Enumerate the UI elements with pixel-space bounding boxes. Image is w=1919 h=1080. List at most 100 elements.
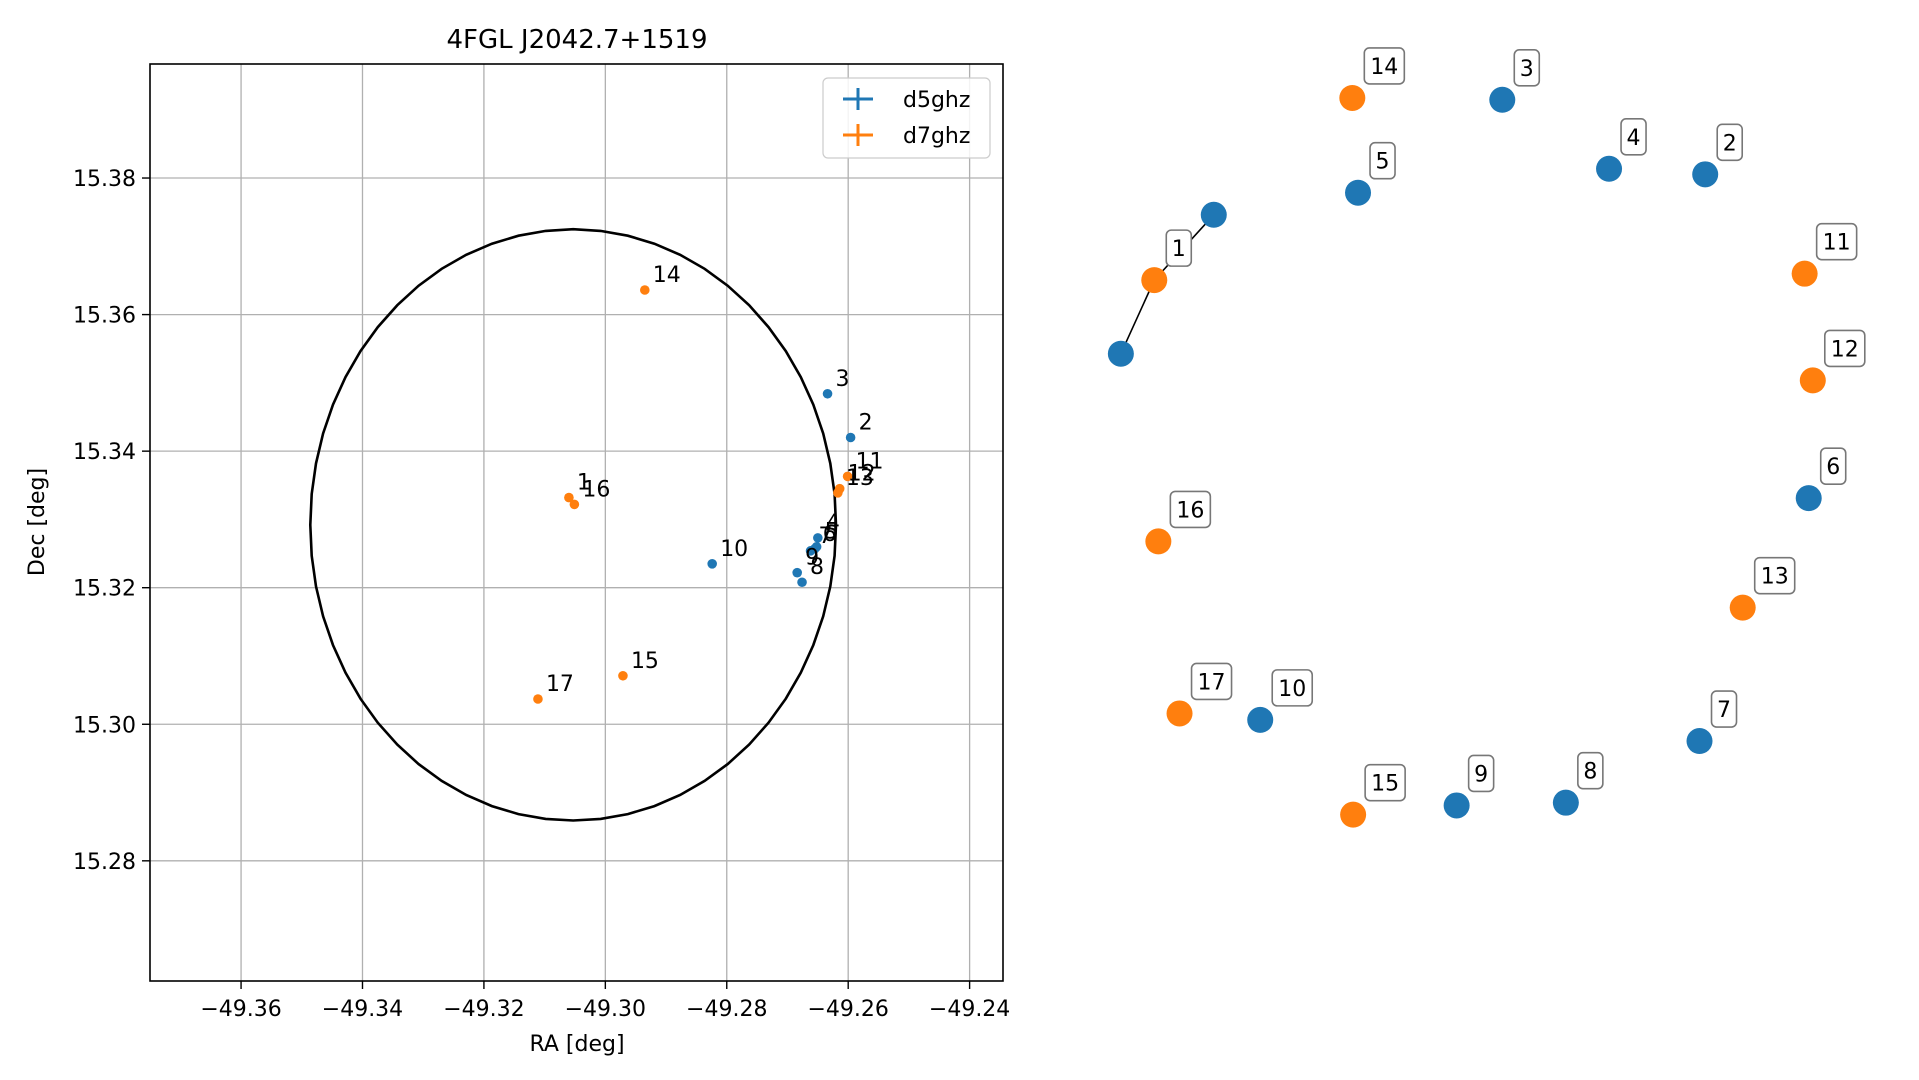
map-label-box-4 xyxy=(1620,118,1647,156)
point-d7ghz-13 xyxy=(833,487,843,498)
grid xyxy=(150,64,1003,981)
x-axis-ticks: −49.36 −49.34 −49.32 −49.30 −49.28 −49.26 −49.… xyxy=(200,981,1010,1022)
legend-entry-d5ghz: d5ghz xyxy=(843,88,970,113)
map-label-17: 17 xyxy=(1198,670,1226,695)
x-tick-label: −49.34 xyxy=(322,997,403,1022)
map-marker-16 xyxy=(1145,528,1172,555)
point-d5ghz-4 xyxy=(813,533,823,543)
map-label-box-1 xyxy=(1165,229,1193,267)
radio-source-scatter-chart: 4FGL J2042.7+1519 2345678910111121314151… xyxy=(25,25,1010,1057)
map-marker-unlabeled xyxy=(1200,201,1227,228)
map-label-box-7 xyxy=(1710,690,1738,728)
map-label-8: 8 xyxy=(1583,760,1597,785)
map-marker-2 xyxy=(1692,161,1719,188)
point-d5ghz-10 xyxy=(707,559,717,569)
point-label-16: 16 xyxy=(582,477,610,502)
map-marker-14 xyxy=(1339,84,1366,111)
point-d5ghz-3 xyxy=(822,388,833,399)
legend: d5ghz d7ghz xyxy=(822,77,991,159)
y-tick-label: 15.28 xyxy=(73,850,136,875)
map-label-14: 14 xyxy=(1370,55,1398,80)
map-marker-6 xyxy=(1795,485,1822,512)
map-label-10: 10 xyxy=(1278,677,1306,702)
point-d7ghz-15 xyxy=(618,670,628,681)
x-tick-label: −49.36 xyxy=(200,997,281,1022)
point-label-14: 14 xyxy=(653,263,681,288)
map-label-13: 13 xyxy=(1761,565,1789,590)
x-axis-title: RA [deg] xyxy=(529,1032,624,1057)
map-marker-10 xyxy=(1247,706,1274,733)
legend-label-d7ghz: d7ghz xyxy=(903,124,970,149)
map-label-5: 5 xyxy=(1376,150,1390,175)
point-d5ghz-7 xyxy=(805,546,816,556)
map-label-16: 16 xyxy=(1176,498,1204,523)
point-label-2: 2 xyxy=(859,410,873,435)
y-axis-ticks: 15.28 15.30 15.32 15.34 15.36 15.38 xyxy=(73,167,150,875)
localization-circle-path xyxy=(308,227,838,822)
data-points xyxy=(533,285,856,704)
map-label-9: 9 xyxy=(1474,762,1488,787)
y-tick-label: 15.30 xyxy=(73,713,136,738)
map-label-box-15 xyxy=(1364,763,1406,802)
point-d5ghz-2 xyxy=(845,432,856,443)
x-tick-label: −49.32 xyxy=(443,997,524,1022)
point-d7ghz-11 xyxy=(842,471,853,482)
point-label-17: 17 xyxy=(546,672,574,697)
map-marker-8 xyxy=(1552,789,1579,816)
map-label-15: 15 xyxy=(1371,772,1399,797)
map-marker-5 xyxy=(1345,179,1372,206)
map-label-11: 11 xyxy=(1823,231,1851,256)
point-label-4: 4 xyxy=(826,511,840,536)
map-label-12: 12 xyxy=(1831,337,1859,362)
map-label-box-14 xyxy=(1363,47,1406,85)
map-marker-1 xyxy=(1141,267,1168,294)
map-label-box-3 xyxy=(1513,48,1541,87)
point-label-15: 15 xyxy=(631,649,659,674)
map-marker-3 xyxy=(1489,86,1516,113)
map-label-box-10 xyxy=(1271,669,1314,707)
chart-title: 4FGL J2042.7+1519 xyxy=(447,25,708,55)
point-label-12: 12 xyxy=(848,462,876,487)
point-label-1: 1 xyxy=(577,471,591,496)
map-label-1: 1 xyxy=(1172,237,1186,262)
legend-entry-d7ghz: d7ghz xyxy=(843,124,970,149)
map-label-box-13 xyxy=(1753,556,1796,595)
map-label-2: 2 xyxy=(1723,131,1737,156)
x-tick-label: −49.28 xyxy=(686,997,767,1022)
map-marker-4 xyxy=(1596,155,1623,182)
point-label-6: 6 xyxy=(823,522,837,547)
x-tick-label: −49.26 xyxy=(807,997,888,1022)
map-label-box-6 xyxy=(1819,447,1847,485)
marker-link-line xyxy=(1120,279,1156,355)
map-marker-7 xyxy=(1686,728,1713,755)
map-label-box-16 xyxy=(1169,490,1212,529)
map-label-box-9 xyxy=(1467,754,1495,793)
y-tick-label: 15.34 xyxy=(73,440,136,465)
map-label-6: 6 xyxy=(1826,455,1840,480)
legend-label-d5ghz: d5ghz xyxy=(903,88,970,113)
map-label-4: 4 xyxy=(1627,126,1641,151)
map-label-3: 3 xyxy=(1520,57,1534,82)
map-label-box-17 xyxy=(1190,662,1233,701)
localization-circle xyxy=(308,227,838,822)
map-marker-unlabeled xyxy=(1107,340,1134,367)
y-tick-label: 15.36 xyxy=(73,304,136,329)
map-marker-12 xyxy=(1799,367,1826,394)
point-d5ghz-9 xyxy=(792,567,802,578)
point-label-13: 13 xyxy=(846,466,874,491)
map-marker-15 xyxy=(1340,801,1367,828)
map-label-box-11 xyxy=(1815,222,1858,261)
point-d7ghz-17 xyxy=(533,694,543,704)
map-label-box-12 xyxy=(1823,329,1866,368)
x-tick-label: −49.30 xyxy=(565,997,646,1022)
point-d5ghz-8 xyxy=(797,577,807,588)
point-d7ghz-1 xyxy=(564,492,574,503)
point-label-9: 9 xyxy=(805,546,819,571)
y-tick-label: 15.32 xyxy=(73,577,136,602)
point-label-5: 5 xyxy=(825,520,839,545)
axes-frame xyxy=(149,63,1004,982)
point-d7ghz-14 xyxy=(640,285,650,295)
